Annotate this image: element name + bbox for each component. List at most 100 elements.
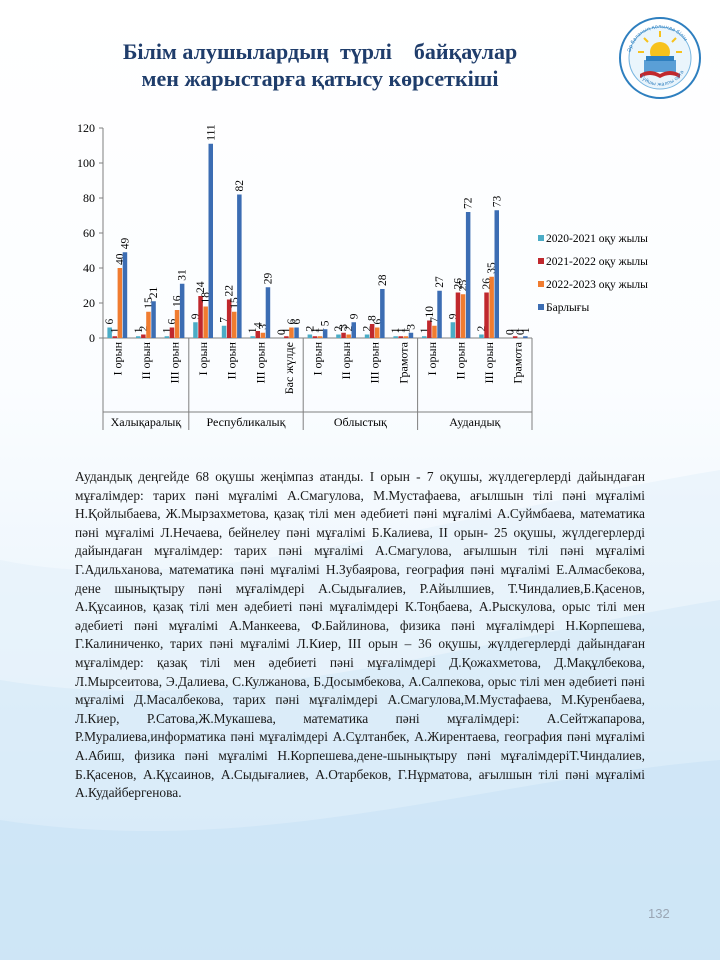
data-label-series-1-cat-8: 3 <box>338 324 350 330</box>
category-label-1: II орын <box>139 341 153 379</box>
data-label-series-0-cat-13: 2 <box>476 326 488 332</box>
bar-series-2-cat-8 <box>346 334 351 338</box>
data-label-series-3-cat-5: 29 <box>262 273 274 285</box>
data-label-series-0-cat-3: 9 <box>190 313 202 319</box>
data-label-series-2-cat-10: 1 <box>400 327 412 333</box>
data-label-series-1-cat-13: 26 <box>481 278 493 290</box>
category-label-13: III орын <box>482 341 496 383</box>
data-label-series-0-cat-11: 1 <box>419 327 431 333</box>
data-label-series-2-cat-4: 15 <box>229 297 241 309</box>
data-label-series-2-cat-3: 18 <box>200 292 212 304</box>
data-label-series-3-cat-0: 49 <box>119 238 131 250</box>
data-label-series-3-cat-6: 6 <box>291 319 303 325</box>
data-label-series-3-cat-7: 5 <box>320 320 332 326</box>
group-label-3: Аудандық <box>449 415 500 429</box>
data-label-series-1-cat-10: 1 <box>395 327 407 333</box>
y-tick-label-5: 100 <box>77 156 95 170</box>
bar-series-1-cat-5 <box>255 331 260 338</box>
bar-series-3-cat-4 <box>237 194 242 338</box>
page-number: 132 <box>648 906 670 921</box>
data-label-series-1-cat-0: 1 <box>109 327 121 333</box>
school-logo: Әр баланың қолында білім Туйшы жалпы орт… <box>619 17 701 99</box>
bar-series-2-cat-2 <box>174 310 180 338</box>
data-label-series-1-cat-1: 2 <box>138 326 150 332</box>
data-label-series-2-cat-5: 3 <box>257 324 269 330</box>
data-label-series-0-cat-12: 9 <box>447 313 459 319</box>
bar-series-0-cat-10 <box>393 336 398 338</box>
bar-series-0-cat-2 <box>164 336 170 338</box>
bar-series-3-cat-10 <box>408 332 414 338</box>
group-label-1: Республикалық <box>207 415 286 429</box>
y-tick-label-0: 0 <box>89 331 95 345</box>
bar-series-0-cat-5 <box>250 336 255 338</box>
data-label-series-3-cat-14: 1 <box>520 327 532 333</box>
data-label-series-2-cat-7: 1 <box>315 327 327 333</box>
data-label-series-3-cat-10: 3 <box>405 324 417 330</box>
bar-series-1-cat-10 <box>398 336 403 338</box>
bar-series-1-cat-14 <box>512 336 518 338</box>
bar-series-2-cat-11 <box>432 325 437 338</box>
category-label-8: II орын <box>339 341 353 379</box>
category-label-3: I орын <box>196 341 210 375</box>
data-label-series-0-cat-10: 1 <box>390 327 402 333</box>
bar-series-3-cat-9 <box>380 289 385 338</box>
legend-swatch-3 <box>538 304 544 310</box>
bar-series-0-cat-3 <box>193 322 198 338</box>
bar-series-0-cat-7 <box>307 334 313 338</box>
data-label-series-1-cat-2: 6 <box>166 319 178 325</box>
bar-series-2-cat-10 <box>403 336 409 338</box>
data-label-series-2-cat-8: 2 <box>343 326 355 332</box>
bar-series-3-cat-5 <box>265 287 271 338</box>
y-tick-label-6: 120 <box>77 121 95 135</box>
bar-series-1-cat-6 <box>284 336 289 338</box>
bar-series-2-cat-1 <box>146 311 151 338</box>
bar-series-3-cat-13 <box>494 210 499 338</box>
data-label-series-0-cat-7: 2 <box>304 326 316 332</box>
data-label-series-0-cat-2: 1 <box>161 327 173 333</box>
data-label-series-1-cat-3: 24 <box>195 281 207 293</box>
bar-series-1-cat-8 <box>341 332 346 338</box>
bar-series-0-cat-4 <box>221 325 227 338</box>
data-label-series-3-cat-3: 111 <box>205 124 217 141</box>
data-label-series-2-cat-9: 6 <box>372 319 384 325</box>
data-label-series-2-cat-0: 40 <box>114 253 126 265</box>
category-label-10: Грамота <box>396 341 410 383</box>
category-label-11: I орын <box>425 341 439 375</box>
legend-label-2: 2022-2023 оқу жылы <box>546 279 648 291</box>
data-label-series-3-cat-8: 9 <box>348 313 360 319</box>
bar-series-1-cat-2 <box>169 327 175 338</box>
data-label-series-2-cat-2: 16 <box>172 295 184 307</box>
data-label-series-3-cat-4: 82 <box>234 180 246 192</box>
legend-swatch-0 <box>538 235 544 241</box>
y-tick-label-4: 80 <box>83 191 95 205</box>
legend-swatch-1 <box>538 258 544 264</box>
category-label-2: III орын <box>168 341 182 383</box>
category-label-6: Бас жүлде <box>282 342 296 394</box>
bar-series-0-cat-12 <box>450 322 456 338</box>
data-label-series-2-cat-1: 15 <box>143 297 155 309</box>
category-label-0: I орын <box>110 341 124 375</box>
bar-series-3-cat-0 <box>122 252 128 338</box>
bar-series-0-cat-11 <box>422 336 427 338</box>
data-label-series-3-cat-1: 21 <box>148 287 160 299</box>
category-label-7: I орын <box>311 341 325 375</box>
category-label-5: III орын <box>253 341 267 383</box>
bar-series-3-cat-1 <box>151 301 156 338</box>
bar-series-3-cat-2 <box>179 283 185 338</box>
data-label-series-3-cat-9: 28 <box>377 274 389 286</box>
data-label-series-1-cat-12: 26 <box>452 278 464 290</box>
bar-series-2-cat-6 <box>289 327 294 338</box>
data-label-series-2-cat-12: 25 <box>458 280 470 292</box>
bar-series-1-cat-4 <box>226 299 232 338</box>
bar-series-1-cat-13 <box>484 292 489 338</box>
bar-series-2-cat-4 <box>232 311 237 338</box>
bar-series-2-cat-13 <box>489 276 494 338</box>
bar-series-3-cat-14 <box>523 336 528 338</box>
data-label-series-0-cat-1: 1 <box>133 327 145 333</box>
data-label-series-1-cat-5: 4 <box>252 322 264 328</box>
bar-series-2-cat-9 <box>375 327 380 338</box>
category-label-14: Грамота <box>511 341 525 383</box>
data-label-series-1-cat-7: 1 <box>309 327 321 333</box>
page-title-line-1: Білім алушылардың түрлі байқаулар <box>122 39 518 64</box>
bar-series-0-cat-1 <box>136 336 141 338</box>
